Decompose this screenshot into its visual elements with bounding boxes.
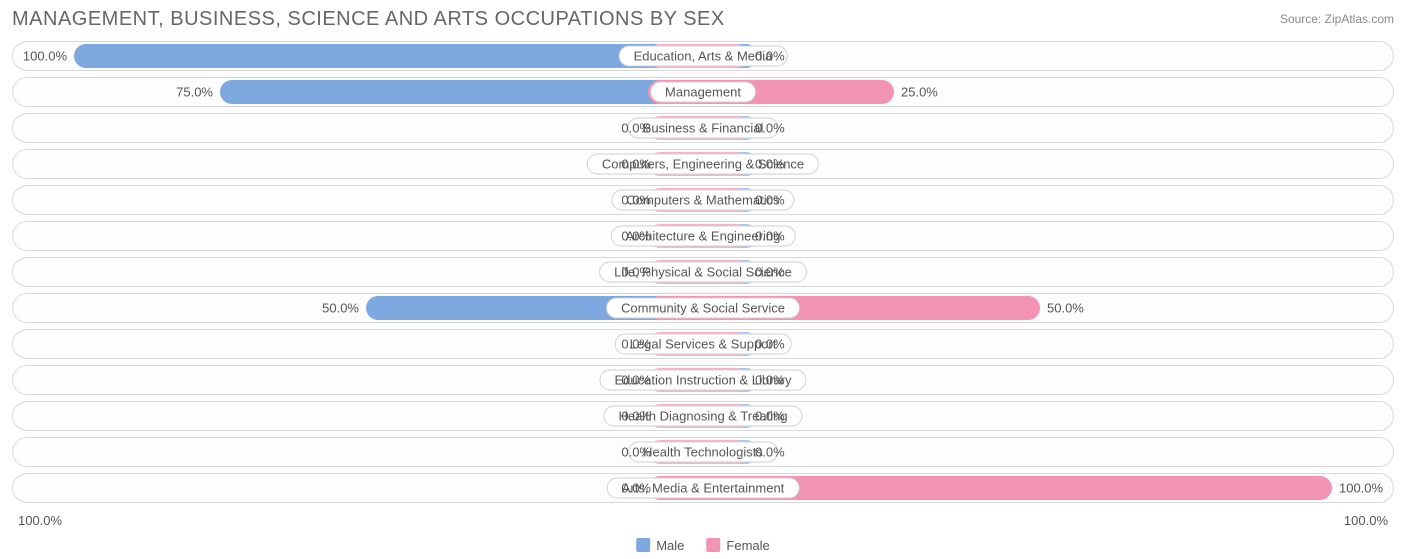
row-label: Management: [650, 82, 756, 103]
female-percent: 0.0%: [755, 445, 785, 460]
chart-row: Management 75.0% 25.0%: [12, 77, 1394, 107]
male-percent: 0.0%: [621, 121, 651, 136]
male-swatch-icon: [636, 538, 650, 552]
male-percent: 75.0%: [176, 85, 213, 100]
male-percent: 0.0%: [621, 193, 651, 208]
male-percent: 0.0%: [621, 481, 651, 496]
male-percent: 0.0%: [621, 157, 651, 172]
axis-right-label: 100.0%: [1344, 513, 1388, 528]
female-percent: 50.0%: [1047, 301, 1084, 316]
female-percent: 25.0%: [901, 85, 938, 100]
legend: Male Female: [636, 538, 770, 553]
chart-row: Computers, Engineering & Science0.0%0.0%: [12, 149, 1394, 179]
chart-row: Health Diagnosing & Treating0.0%0.0%: [12, 401, 1394, 431]
male-percent: 0.0%: [621, 445, 651, 460]
female-percent: 0.0%: [755, 409, 785, 424]
header: MANAGEMENT, BUSINESS, SCIENCE AND ARTS O…: [12, 8, 1394, 31]
female-percent: 0.0%: [755, 229, 785, 244]
male-percent: 0.0%: [621, 229, 651, 244]
chart-row: Legal Services & Support0.0%0.0%: [12, 329, 1394, 359]
diverging-bar-chart: Education, Arts & Media100.0%0.0%Managem…: [12, 41, 1394, 503]
axis-left-label: 100.0%: [18, 513, 62, 528]
female-percent: 0.0%: [755, 49, 785, 64]
female-percent: 0.0%: [755, 193, 785, 208]
chart-row: Education, Arts & Media100.0%0.0%: [12, 41, 1394, 71]
male-percent: 0.0%: [621, 409, 651, 424]
chart-row: Computers & Mathematics0.0%0.0%: [12, 185, 1394, 215]
x-axis: 100.0% 100.0%: [12, 509, 1394, 528]
legend-female: Female: [706, 538, 769, 553]
male-percent: 0.0%: [621, 265, 651, 280]
chart-row: Life, Physical & Social Science0.0%0.0%: [12, 257, 1394, 287]
chart-row: Arts, Media & Entertainment0.0%100.0%: [12, 473, 1394, 503]
chart-row: Health Technologists0.0%0.0%: [12, 437, 1394, 467]
female-percent: 0.0%: [755, 265, 785, 280]
chart-row: Business & Financial0.0%0.0%: [12, 113, 1394, 143]
source-attribution: Source: ZipAtlas.com: [1280, 8, 1394, 26]
male-percent: 0.0%: [621, 373, 651, 388]
female-swatch-icon: [706, 538, 720, 552]
chart-row: Community & Social Service 50.0% 50.0%: [12, 293, 1394, 323]
chart-title: MANAGEMENT, BUSINESS, SCIENCE AND ARTS O…: [12, 8, 725, 31]
male-percent: 0.0%: [621, 337, 651, 352]
chart-row: Education Instruction & Library0.0%0.0%: [12, 365, 1394, 395]
female-percent: 0.0%: [755, 337, 785, 352]
female-percent: 0.0%: [755, 373, 785, 388]
chart-row: Architecture & Engineering0.0%0.0%: [12, 221, 1394, 251]
female-percent: 0.0%: [755, 157, 785, 172]
male-percent: 100.0%: [23, 49, 67, 64]
legend-male-label: Male: [656, 538, 684, 553]
legend-female-label: Female: [726, 538, 769, 553]
row-label: Community & Social Service: [606, 298, 800, 319]
female-percent: 0.0%: [755, 121, 785, 136]
male-percent: 50.0%: [322, 301, 359, 316]
female-percent: 100.0%: [1339, 481, 1383, 496]
legend-male: Male: [636, 538, 684, 553]
